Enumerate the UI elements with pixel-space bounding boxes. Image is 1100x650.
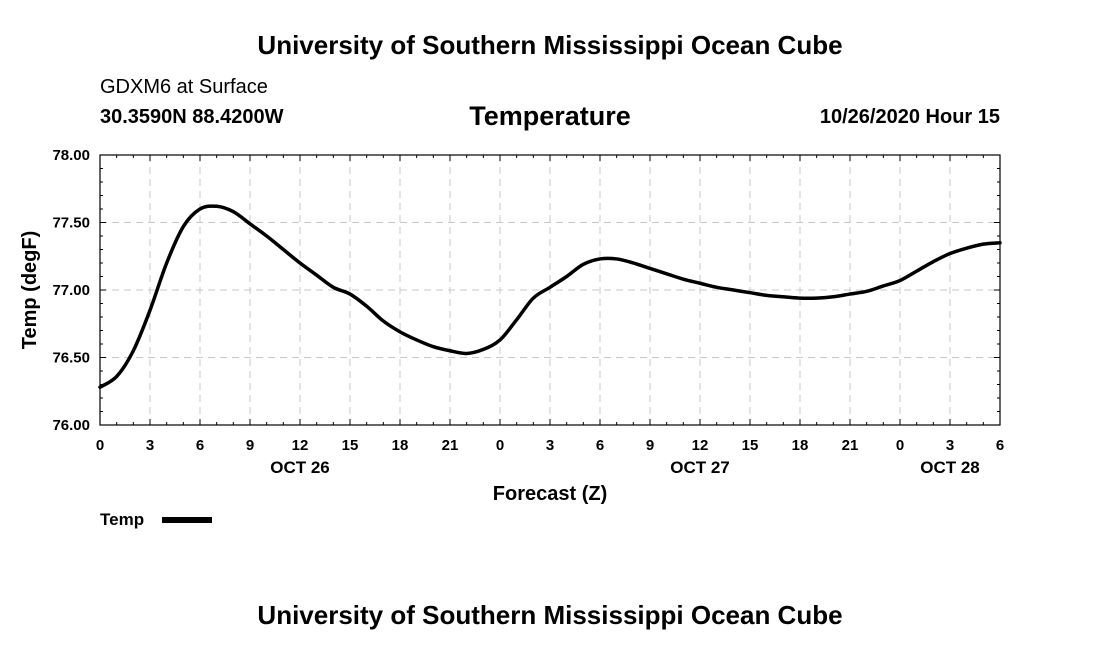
chart-title: Temperature xyxy=(469,101,631,131)
y-axis-label: Temp (degF) xyxy=(19,231,41,350)
x-axis-label: Forecast (Z) xyxy=(493,483,607,505)
grid-lines xyxy=(100,155,1000,425)
x-tick-label: 3 xyxy=(546,437,554,454)
legend-label: Temp xyxy=(100,510,144,529)
y-tick-label: 77.00 xyxy=(52,282,90,299)
x-tick-label: 15 xyxy=(742,437,759,454)
date-label: OCT 26 xyxy=(270,458,330,477)
x-tick-label: 0 xyxy=(496,437,504,454)
x-tick-label: 6 xyxy=(596,437,604,454)
x-tick-label: 3 xyxy=(146,437,154,454)
forecast-datetime: 10/26/2020 Hour 15 xyxy=(819,106,1000,128)
y-tick-label: 76.50 xyxy=(52,350,90,367)
plot-frame xyxy=(99,154,1001,426)
header-title: University of Southern Mississippi Ocean… xyxy=(257,30,843,60)
x-tick-label: 0 xyxy=(96,437,104,454)
x-tick-label: 18 xyxy=(392,437,409,454)
x-tick-label: 6 xyxy=(996,437,1004,454)
x-tick-label: 3 xyxy=(946,437,954,454)
y-tick-label: 76.00 xyxy=(52,417,90,434)
x-tick-label: 9 xyxy=(246,437,254,454)
x-tick-label: 18 xyxy=(792,437,809,454)
y-tick-label: 77.50 xyxy=(52,215,90,232)
x-tick-label: 12 xyxy=(292,437,309,454)
footer-title: University of Southern Mississippi Ocean… xyxy=(257,600,843,630)
y-tick-label: 78.00 xyxy=(52,147,90,164)
legend: Temp xyxy=(100,510,212,529)
station-coordinates: 30.3590N 88.4200W xyxy=(100,106,284,128)
x-tick-label: 21 xyxy=(442,437,459,454)
x-tick-label: 0 xyxy=(896,437,904,454)
x-tick-label: 6 xyxy=(196,437,204,454)
x-tick-label: 12 xyxy=(692,437,709,454)
date-label: OCT 27 xyxy=(670,458,730,477)
station-name: GDXM6 at Surface xyxy=(100,76,268,98)
axes: 0 3 6 9 12 15 18 21 0 3 6 9 12 15 18 21 0 3 6 76.00 76.50 77.… xyxy=(52,147,1004,477)
axis-labels: Forecast (Z) Temp (degF) xyxy=(19,231,607,505)
series-line-temp xyxy=(98,204,1002,389)
date-label: OCT 28 xyxy=(920,458,980,477)
series-layer xyxy=(98,204,1002,389)
x-tick-label: 21 xyxy=(842,437,859,454)
x-tick-label: 9 xyxy=(646,437,654,454)
x-tick-label: 15 xyxy=(342,437,359,454)
